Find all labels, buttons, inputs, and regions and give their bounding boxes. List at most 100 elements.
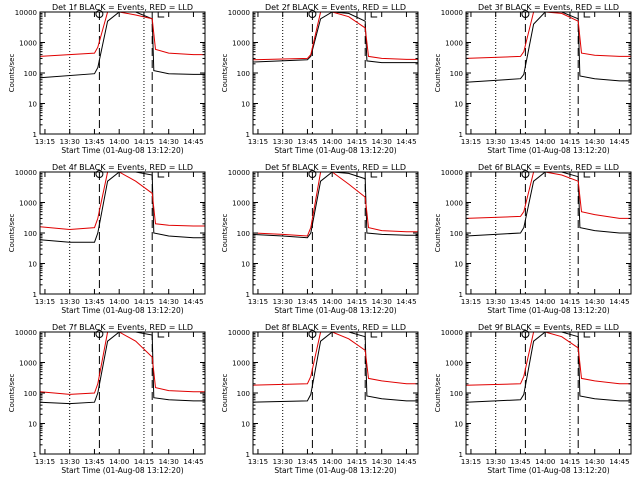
x-tick-label: 13:15 xyxy=(461,458,481,466)
plot-frame xyxy=(39,11,206,135)
x-tick-label: 14:30 xyxy=(585,298,605,306)
series-line-events xyxy=(465,171,631,237)
chart-panel-9: Det 9f BLACK = Events, RED = LLD 1 10 100 10… xyxy=(434,323,632,475)
y-tick-label: 10000 xyxy=(15,329,37,337)
y-tick-label: 1 xyxy=(33,451,37,459)
x-tick-label: 14:45 xyxy=(396,138,416,146)
x-tick-label: 13:15 xyxy=(461,298,481,306)
x-tick-label: 14:45 xyxy=(183,138,203,146)
y-tick-label: 10000 xyxy=(15,9,37,17)
x-tick-label: 14:30 xyxy=(159,458,179,466)
y-tick-label: 10 xyxy=(241,261,250,269)
x-tick-label: 13:45 xyxy=(510,458,530,466)
y-tick-label: 100 xyxy=(24,390,37,398)
chart-title: Det 3f BLACK = Events, RED = LLD xyxy=(478,3,619,12)
y-tick-label: 100 xyxy=(450,70,463,78)
x-tick-label: 14:00 xyxy=(109,298,129,306)
y-tick-label: 1000 xyxy=(445,200,463,208)
x-tick-label: 14:30 xyxy=(585,138,605,146)
y-tick-label: 100 xyxy=(237,390,250,398)
x-axis-label: Start Time (01-Aug-08 13:12:20) xyxy=(487,466,609,475)
x-tick-label: 14:15 xyxy=(560,458,580,466)
y-axis-label: Counts/sec xyxy=(8,54,16,93)
series-line-events xyxy=(39,11,205,79)
x-tick-label: 13:15 xyxy=(35,138,55,146)
y-tick-label: 100 xyxy=(450,230,463,238)
y-tick-label: 1000 xyxy=(445,40,463,48)
x-tick-label: 14:15 xyxy=(134,298,154,306)
y-tick-label: 10 xyxy=(241,421,250,429)
y-axis-label: Counts/sec xyxy=(221,214,229,253)
bracket-marker xyxy=(370,12,378,18)
x-tick-label: 13:45 xyxy=(84,458,104,466)
series-line-events xyxy=(39,331,205,405)
x-tick-label: 14:00 xyxy=(535,138,555,146)
x-tick-label: 13:30 xyxy=(60,138,80,146)
chart-title: Det 5f BLACK = Events, RED = LLD xyxy=(265,163,406,172)
x-tick-label: 13:45 xyxy=(84,298,104,306)
y-tick-label: 1000 xyxy=(19,200,37,208)
x-tick-label: 14:30 xyxy=(159,298,179,306)
y-tick-label: 10000 xyxy=(441,169,463,177)
y-axis-label: Counts/sec xyxy=(434,374,442,413)
peak-circle-marker xyxy=(95,170,104,178)
x-tick-label: 14:30 xyxy=(372,138,392,146)
x-tick-label: 14:00 xyxy=(535,298,555,306)
x-tick-label: 13:15 xyxy=(35,458,55,466)
x-tick-label: 14:00 xyxy=(322,138,342,146)
chart-title: Det 7f BLACK = Events, RED = LLD xyxy=(52,323,193,332)
y-axis-label: Counts/sec xyxy=(8,374,16,413)
x-tick-label: 13:45 xyxy=(297,298,317,306)
x-tick-label: 13:45 xyxy=(510,298,530,306)
peak-circle-marker xyxy=(308,170,317,178)
chart-panel-1: Det 1f BLACK = Events, RED = LLD 1 10 100 10… xyxy=(8,3,206,155)
x-axis-label: Start Time (01-Aug-08 13:12:20) xyxy=(274,146,396,155)
x-tick-label: 14:45 xyxy=(183,458,203,466)
bracket-marker xyxy=(583,332,591,338)
x-tick-label: 13:15 xyxy=(35,298,55,306)
y-tick-label: 10 xyxy=(28,421,37,429)
chart-title: Det 2f BLACK = Events, RED = LLD xyxy=(265,3,406,12)
peak-circle-marker xyxy=(95,10,104,18)
x-tick-label: 13:30 xyxy=(60,298,80,306)
series-line-events xyxy=(465,331,631,403)
y-tick-label: 1 xyxy=(33,131,37,139)
series-line-lld xyxy=(252,171,418,237)
y-axis-label: Counts/sec xyxy=(434,214,442,253)
peak-circle-marker xyxy=(308,330,317,338)
series-line-lld xyxy=(465,11,631,59)
series-line-events xyxy=(252,331,418,403)
chart-title: Det 8f BLACK = Events, RED = LLD xyxy=(265,323,406,332)
y-tick-label: 100 xyxy=(237,230,250,238)
y-tick-label: 10 xyxy=(28,101,37,109)
series-line-lld xyxy=(39,331,205,395)
series-line-events xyxy=(252,11,418,64)
x-axis-label: Start Time (01-Aug-08 13:12:20) xyxy=(61,306,183,315)
y-tick-label: 10000 xyxy=(441,329,463,337)
x-tick-label: 14:15 xyxy=(347,298,367,306)
y-tick-label: 10 xyxy=(454,261,463,269)
x-tick-label: 14:15 xyxy=(134,138,154,146)
chart-title: Det 9f BLACK = Events, RED = LLD xyxy=(478,323,619,332)
y-tick-label: 10000 xyxy=(441,9,463,17)
x-tick-label: 14:00 xyxy=(109,458,129,466)
x-tick-label: 14:00 xyxy=(535,458,555,466)
chart-title: Det 4f BLACK = Events, RED = LLD xyxy=(52,163,193,172)
y-tick-label: 1000 xyxy=(232,200,250,208)
x-tick-label: 14:15 xyxy=(560,138,580,146)
x-tick-label: 13:30 xyxy=(486,458,506,466)
x-axis-label: Start Time (01-Aug-08 13:12:20) xyxy=(274,306,396,315)
bracket-marker xyxy=(157,172,165,178)
plot-frame xyxy=(39,171,206,295)
x-axis-label: Start Time (01-Aug-08 13:12:20) xyxy=(487,306,609,315)
x-tick-label: 14:45 xyxy=(609,138,629,146)
y-tick-label: 10000 xyxy=(15,169,37,177)
x-tick-label: 13:30 xyxy=(273,458,293,466)
y-tick-label: 1 xyxy=(33,291,37,299)
plot-frame xyxy=(252,331,419,455)
x-tick-label: 13:15 xyxy=(248,458,268,466)
x-tick-label: 13:45 xyxy=(84,138,104,146)
plot-frame xyxy=(252,171,419,295)
x-tick-label: 13:15 xyxy=(248,298,268,306)
peak-circle-marker xyxy=(95,330,104,338)
